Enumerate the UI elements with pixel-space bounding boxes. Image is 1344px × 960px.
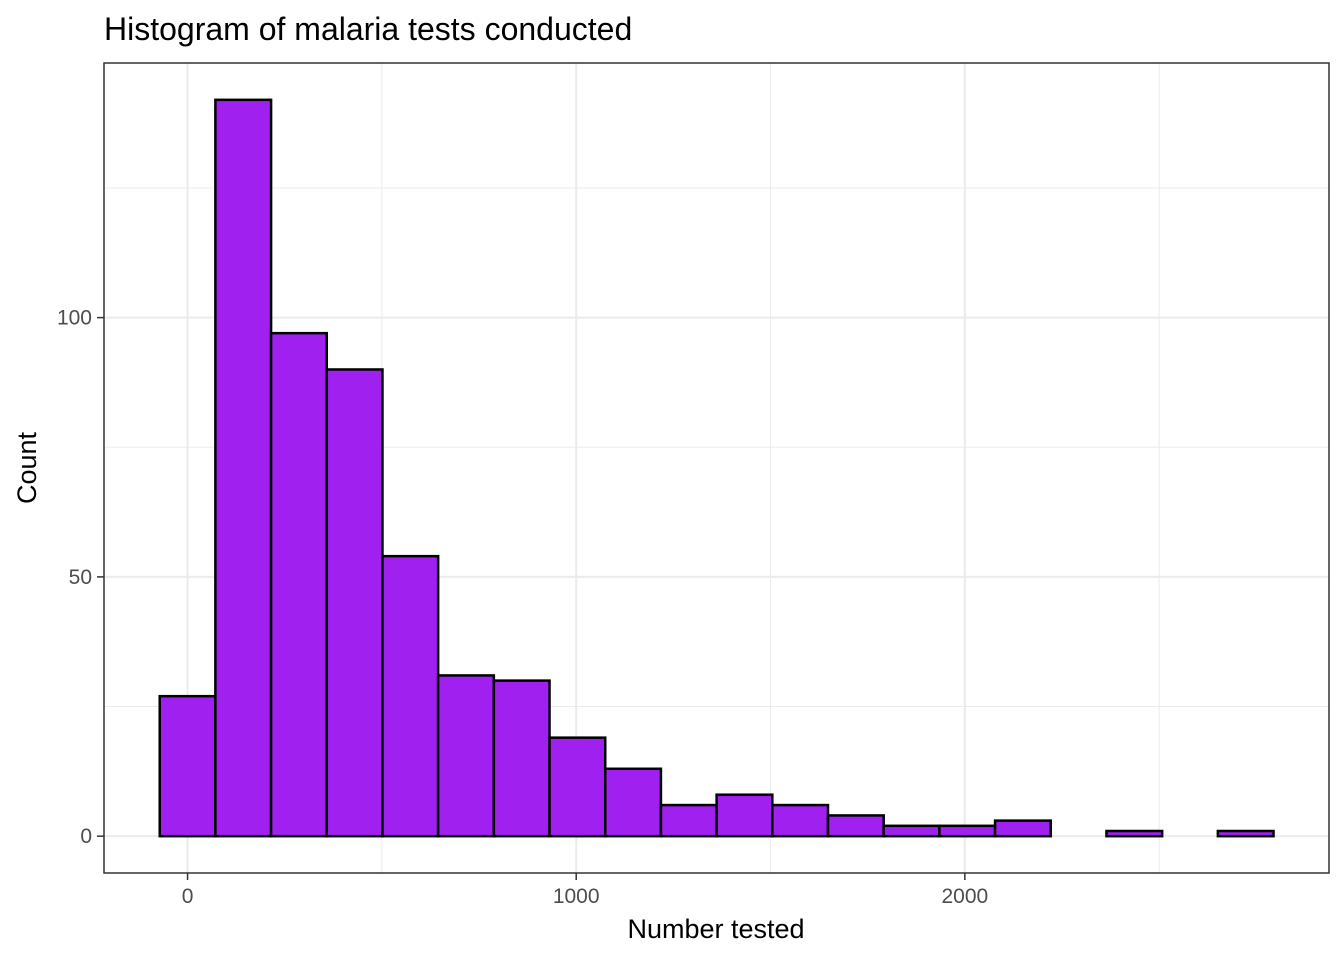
histogram-bar (325, 368, 384, 838)
histogram-bar (771, 803, 830, 838)
histogram-bar (1216, 829, 1275, 838)
x-axis-title: Number tested (627, 914, 804, 944)
histogram-bar (492, 679, 551, 838)
histogram-bar (715, 793, 774, 838)
plot-panel (103, 62, 1330, 874)
x-axis: 0 1000 2000 (182, 873, 988, 908)
y-tick-label: 50 (69, 566, 92, 589)
histogram-bar (214, 98, 273, 838)
histogram-bars (158, 98, 1275, 838)
histogram-bar (548, 736, 607, 838)
chart-title: Histogram of malaria tests conducted (104, 11, 632, 47)
y-tick-label: 0 (80, 825, 92, 848)
histogram-bar (659, 803, 718, 838)
panel-border (103, 62, 1330, 874)
histogram-bar (882, 824, 941, 838)
x-tick-label: 0 (182, 885, 194, 908)
y-axis-title: Count (12, 431, 42, 504)
histogram-bar (158, 694, 217, 838)
y-tick-label: 100 (57, 307, 92, 330)
histogram-bar (603, 767, 663, 838)
x-tick-label: 1000 (553, 885, 600, 908)
histogram-bar (381, 554, 440, 838)
histogram-bar (436, 674, 496, 838)
histogram-bar (993, 819, 1053, 838)
histogram-bar (1105, 829, 1164, 838)
histogram-bar (938, 824, 997, 838)
histogram-bar (826, 814, 885, 838)
x-tick-label: 2000 (941, 885, 988, 908)
histogram-bar (269, 331, 329, 838)
y-axis: 0 50 100 (57, 307, 104, 848)
